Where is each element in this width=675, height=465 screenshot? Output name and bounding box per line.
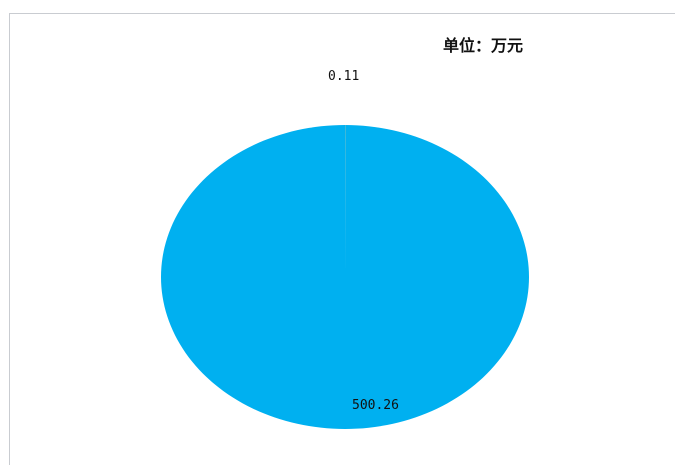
pie-slices <box>161 125 529 429</box>
slice-label-small: 0.11 <box>328 69 359 84</box>
unit-label: 单位：万元 <box>443 36 524 55</box>
pie-slice-2 <box>161 125 529 429</box>
slice-label-large: 500.26 <box>352 398 399 413</box>
pie-labels: 0.11 500.26 <box>328 69 399 413</box>
